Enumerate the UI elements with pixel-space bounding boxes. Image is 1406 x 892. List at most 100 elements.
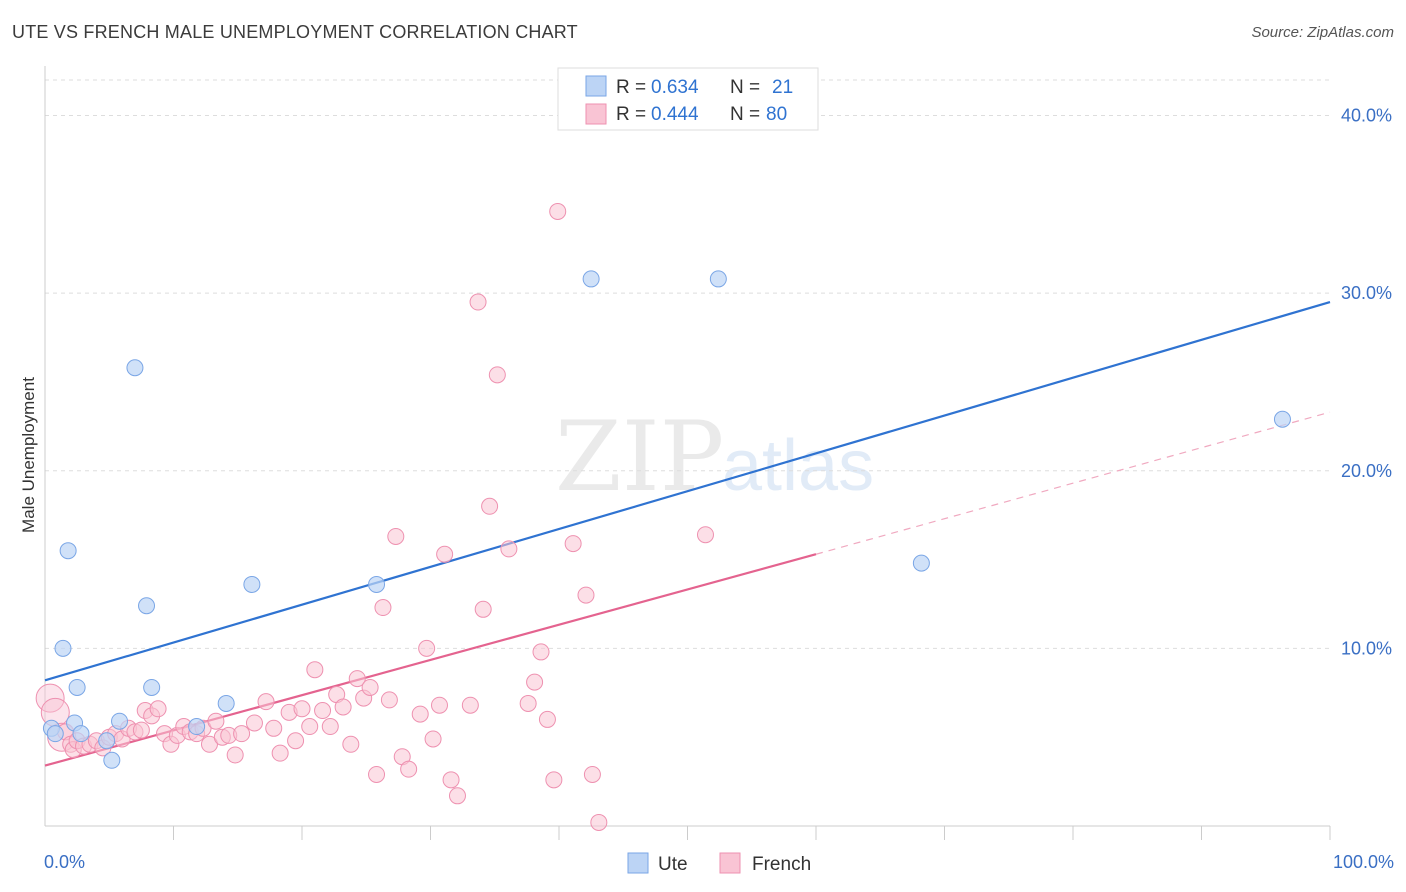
bottom-legend-french-swatch [719, 852, 741, 874]
french-point [257, 693, 275, 711]
french-point [287, 732, 305, 750]
french-point [526, 673, 544, 691]
ute-r-value: 0.634 [651, 77, 699, 98]
french-point [430, 696, 448, 714]
french-point [411, 705, 429, 723]
ute-r-label: R = [616, 77, 646, 98]
x-tick-label: 0.0% [44, 852, 85, 872]
french-point [334, 698, 352, 716]
french-point [342, 735, 360, 753]
y-axis-label: Male Unemployment [19, 377, 38, 533]
bottom-legend-french-label: French [752, 854, 811, 875]
tick-labels: 10.0% 20.0% 30.0% 40.0% 0.0% 100.0% [44, 106, 1394, 872]
y-tick-label: 30.0% [1341, 283, 1392, 303]
chart-title: UTE VS FRENCH MALE UNEMPLOYMENT CORRELAT… [12, 22, 578, 42]
ute-point [912, 554, 930, 572]
french-point [545, 771, 563, 789]
french-point [469, 293, 487, 311]
ute-n-value: 21 [772, 77, 793, 98]
french-point [321, 718, 339, 736]
french-trend-extension [815, 411, 1331, 555]
french-point [442, 771, 460, 789]
ute-point [243, 575, 261, 593]
watermark: ZIP atlas [555, 401, 874, 513]
x-tick-label: 100.0% [1333, 852, 1394, 872]
french-point [374, 599, 392, 617]
french-point [226, 746, 244, 764]
french-point [265, 719, 283, 737]
ute-point [582, 270, 600, 288]
french-point [207, 712, 225, 730]
french-point [488, 366, 506, 384]
ute-point [138, 597, 156, 615]
ute-n-label: N = [730, 77, 760, 98]
french-point [424, 730, 442, 748]
french-point [590, 813, 608, 831]
ute-point [68, 678, 86, 696]
french-point [368, 765, 386, 783]
french-point [538, 710, 556, 728]
french-point [132, 721, 150, 739]
y-tick-label: 20.0% [1341, 461, 1392, 481]
bottom-legend: Ute French [627, 852, 811, 875]
bottom-legend-ute-swatch [627, 852, 649, 874]
french-point [380, 691, 398, 709]
french-point [400, 760, 418, 778]
watermark-zip: ZIP [555, 401, 724, 513]
stats-legend: R = 0.634 N = 21 R = 0.444 N = 80 [557, 67, 819, 131]
french-point [149, 700, 167, 718]
trend-lines [44, 300, 1331, 767]
axes [44, 66, 1331, 840]
french-point [293, 700, 311, 718]
ute-point [54, 639, 72, 657]
grid-lines [45, 79, 1330, 649]
ute-point [72, 725, 90, 743]
french-point [577, 586, 595, 604]
ute-point [111, 712, 129, 730]
bottom-legend-ute-label: Ute [658, 854, 688, 875]
french-point [233, 725, 251, 743]
french-point [448, 787, 466, 805]
french-points [35, 202, 714, 831]
watermark-atlas: atlas [722, 426, 874, 506]
ute-legend-swatch [585, 75, 607, 97]
french-point [361, 678, 379, 696]
french-point [500, 540, 518, 558]
french-point [532, 643, 550, 661]
french-point [387, 527, 405, 545]
french-point [461, 696, 479, 714]
french-r-value: 0.444 [651, 104, 699, 125]
ute-point [368, 575, 386, 593]
ute-point [46, 725, 64, 743]
french-point [314, 702, 332, 720]
french-point [696, 526, 714, 544]
ute-point [98, 732, 116, 750]
french-point [200, 735, 218, 753]
ute-point [59, 542, 77, 560]
ute-point [709, 270, 727, 288]
french-point [348, 670, 366, 688]
source-credit: Source: ZipAtlas.com [1251, 24, 1394, 41]
french-point [301, 718, 319, 736]
ute-point [1273, 410, 1291, 428]
french-point [418, 639, 436, 657]
french-point [564, 535, 582, 553]
french-point [271, 744, 289, 762]
y-tick-label: 40.0% [1341, 106, 1392, 126]
french-point [549, 202, 567, 220]
french-point [436, 545, 454, 563]
french-point [481, 497, 499, 515]
french-n-label: N = [730, 104, 760, 125]
ute-points [42, 270, 1291, 769]
y-tick-label: 10.0% [1341, 638, 1392, 658]
french-n-value: 80 [766, 104, 787, 125]
french-legend-swatch [585, 103, 607, 125]
ute-point [103, 751, 121, 769]
ute-point [126, 359, 144, 377]
french-point [519, 694, 537, 712]
french-point [583, 765, 601, 783]
french-point [474, 600, 492, 618]
ute-point [188, 718, 206, 736]
french-r-label: R = [616, 104, 646, 125]
ute-point [217, 694, 235, 712]
